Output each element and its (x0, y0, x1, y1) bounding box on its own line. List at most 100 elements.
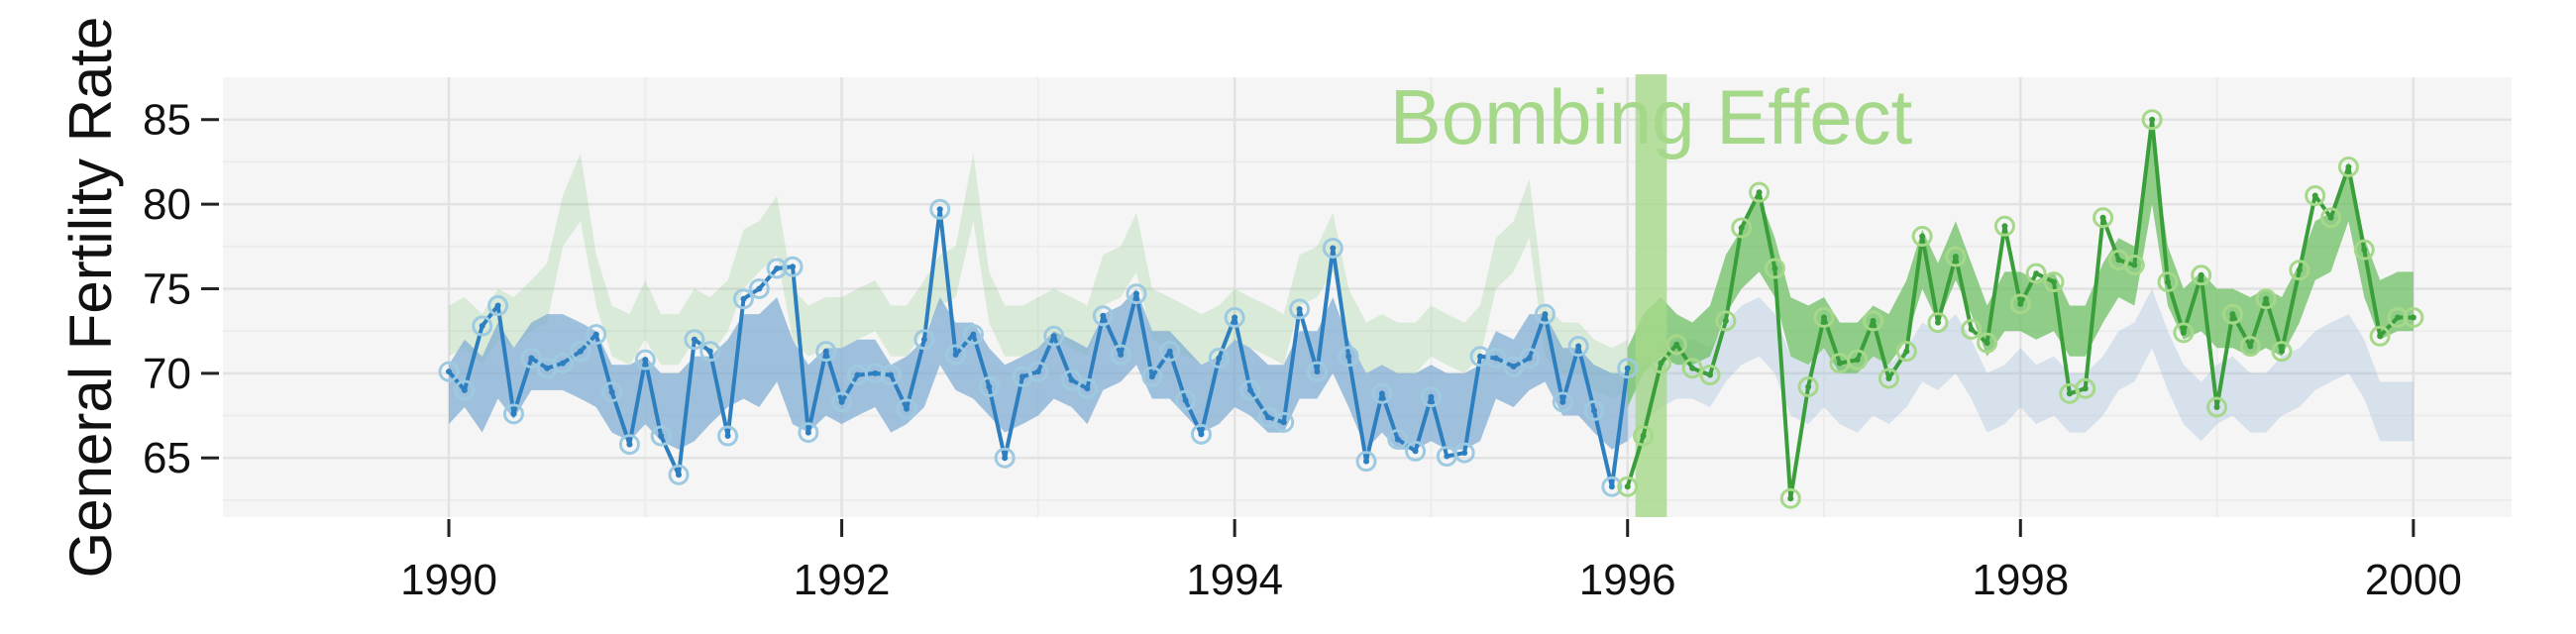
data-dot-post (1952, 254, 1959, 261)
x-tick-label: 1996 (1579, 556, 1676, 604)
data-point-pre (1126, 283, 1147, 305)
y-tick-label: 85 (143, 96, 191, 145)
x-tick-label: 2000 (2365, 556, 2462, 604)
data-dot-post (1919, 233, 1926, 240)
data-dot-post (2180, 329, 2187, 336)
data-point-pre (684, 329, 705, 351)
data-dot-pre (952, 352, 959, 359)
data-dot-pre (1198, 431, 1205, 438)
data-dot-post (1673, 341, 1680, 348)
data-dot-pre (658, 433, 665, 440)
data-dot-pre (1182, 397, 1189, 404)
data-point-pre (1061, 370, 1083, 391)
data-point-pre (1076, 377, 1098, 399)
data-dot-pre (1100, 312, 1107, 319)
data-point-post (1749, 181, 1771, 203)
data-dot-pre (740, 295, 747, 302)
data-point-pre (1567, 336, 1589, 358)
data-point-post (1927, 312, 1949, 334)
data-point-post (2305, 185, 2326, 207)
data-point-post (2320, 207, 2342, 229)
data-point-post (1650, 353, 1671, 374)
data-point-pre (618, 434, 640, 456)
data-dot-pre (1542, 311, 1549, 318)
data-point-pre (1175, 389, 1197, 411)
data-point-post (2239, 336, 2261, 358)
data-dot-post (2082, 385, 2089, 392)
data-point-pre (1355, 451, 1377, 473)
data-point-pre (1338, 346, 1359, 368)
data-dot-pre (888, 371, 895, 378)
data-point-post (1961, 318, 1983, 340)
data-dot-pre (920, 336, 927, 343)
data-point-pre (502, 403, 524, 425)
data-dot-post (1771, 264, 1778, 271)
data-dot-post (1738, 224, 1745, 231)
data-point-pre (1159, 341, 1181, 363)
data-dot-pre (479, 323, 485, 330)
data-dot-pre (1624, 365, 1631, 371)
data-dot-post (2377, 333, 2384, 340)
data-dot-post (1689, 365, 1696, 371)
data-point-pre (880, 365, 902, 386)
data-dot-post (2311, 192, 2318, 199)
data-point-post (2123, 255, 2145, 276)
data-dot-pre (1314, 369, 1321, 375)
data-point-pre (1485, 347, 1507, 369)
data-point-post (2255, 288, 2277, 310)
data-point-pre (864, 363, 886, 384)
data-point-post (1681, 358, 1703, 379)
data-dot-post (2115, 257, 2122, 264)
data-point-post (1633, 425, 1655, 447)
data-point-post (1797, 376, 1819, 398)
data-dot-pre (461, 386, 468, 393)
data-dot-post (1624, 483, 1631, 490)
data-dot-post (2033, 270, 2040, 277)
data-dot-pre (691, 336, 698, 343)
data-point-pre (994, 447, 1016, 469)
data-dot-pre (510, 410, 517, 417)
data-point-pre (1043, 325, 1065, 347)
data-point-pre (1601, 476, 1623, 497)
data-dot-pre (1526, 355, 1533, 362)
data-dot-pre (1002, 455, 1009, 462)
data-point-pre (1405, 440, 1427, 462)
data-dot-pre (904, 405, 911, 412)
data-dot-pre (970, 331, 977, 338)
data-dot-post (1984, 340, 1990, 347)
data-dot-pre (838, 398, 845, 405)
data-point-pre (748, 277, 770, 299)
data-point-post (2025, 263, 2047, 284)
data-dot-pre (1461, 450, 1468, 457)
data-point-pre (798, 422, 819, 444)
data-point-post (1977, 332, 1998, 354)
data-point-pre (1224, 306, 1245, 328)
data-dot-pre (1232, 314, 1238, 321)
data-dot-post (2410, 314, 2416, 321)
data-point-post (2289, 260, 2310, 281)
data-point-post (2043, 271, 2065, 293)
data-point-pre (1141, 366, 1163, 387)
data-point-post (1863, 310, 1884, 332)
data-dot-pre (1575, 343, 1582, 350)
data-point-post (2403, 306, 2424, 328)
data-dot-post (2394, 314, 2401, 321)
data-dot-post (1756, 189, 1763, 196)
data-point-post (1779, 487, 1801, 509)
data-point-pre (570, 341, 591, 363)
data-dot-pre (790, 264, 797, 270)
data-dot-post (2099, 214, 2106, 221)
data-dot-pre (608, 388, 615, 395)
data-dot-pre (1280, 419, 1287, 426)
data-point-pre (1420, 386, 1442, 408)
bombing-effect-label: Bombing Effect (1390, 73, 1913, 160)
y-tick-label: 75 (143, 264, 191, 313)
data-dot-post (1805, 383, 1812, 390)
data-point-pre (650, 425, 672, 447)
data-point-pre (929, 198, 951, 220)
data-point-pre (1503, 356, 1525, 377)
y-tick-label: 65 (143, 434, 191, 482)
data-dot-pre (774, 264, 781, 271)
